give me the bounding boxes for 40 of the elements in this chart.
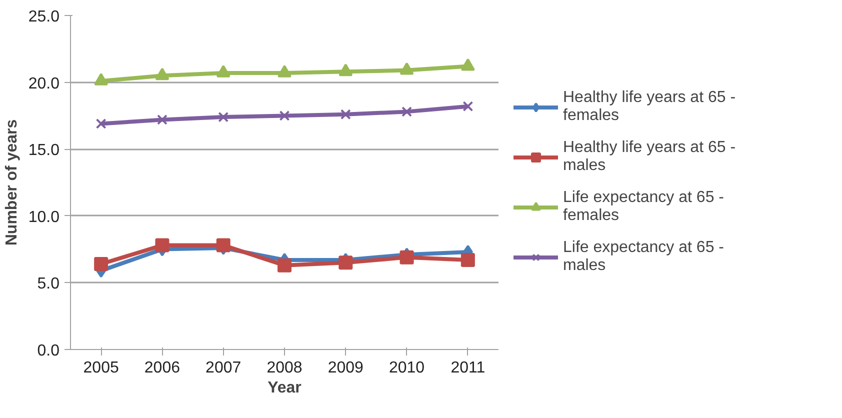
y-tick-label: 20.0 (28, 75, 60, 92)
y-tick-label: 15.0 (28, 142, 60, 160)
point (460, 58, 475, 71)
y-tick-label: 25.0 (28, 8, 60, 26)
y-axis-title: Number of years (3, 119, 20, 246)
x-tick-label: 2009 (328, 360, 364, 376)
x-tick-label: 2011 (450, 360, 486, 376)
point (338, 256, 353, 270)
point (340, 109, 351, 120)
legend-label: Healthy life years at 65 - males (563, 138, 736, 176)
legend-label: Healthy life years at 65 - females (563, 88, 736, 126)
point (400, 62, 414, 75)
point (462, 101, 474, 112)
point (278, 65, 292, 78)
legend-label: Life expectancy at 65 - females (563, 188, 724, 226)
point (96, 118, 106, 129)
point (218, 112, 229, 122)
point (460, 252, 475, 267)
point (155, 238, 170, 252)
point (402, 106, 412, 117)
x-tick-label: 2005 (83, 360, 119, 376)
point (94, 73, 108, 86)
x-axis-title: Year (268, 380, 302, 396)
y-tick-label: 10.0 (28, 208, 60, 226)
legend-label: Life expectancy at 65 - males (563, 238, 724, 276)
point (94, 256, 108, 271)
point (155, 68, 170, 80)
x-tick-label: 2007 (206, 360, 242, 376)
point (338, 64, 353, 76)
point (400, 250, 414, 264)
point (216, 65, 230, 78)
x-tick-label: 2008 (266, 360, 302, 376)
x-tick-label: 2010 (388, 360, 425, 376)
x-tick-label: 2006 (144, 360, 180, 376)
point (156, 114, 168, 125)
y-tick-label: 0.0 (37, 342, 60, 360)
point (278, 258, 292, 272)
point (216, 238, 230, 252)
y-tick-label: 5.0 (37, 276, 60, 293)
point (279, 110, 290, 121)
